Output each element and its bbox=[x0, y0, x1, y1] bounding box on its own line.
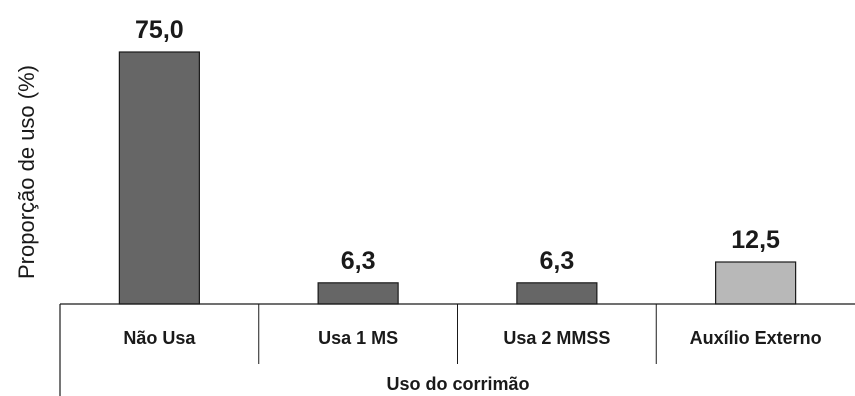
data-label-4: 12,5 bbox=[731, 226, 780, 254]
data-label-3: 6,3 bbox=[539, 247, 574, 275]
bar-2 bbox=[317, 282, 399, 305]
category-label-2: Usa 1 MS bbox=[318, 328, 398, 348]
value-labels-group: 75,0 6,3 6,3 12,5 bbox=[135, 16, 780, 275]
category-labels-group: Não Usa Usa 1 MS Usa 2 MMSS Auxílio Externo bbox=[123, 328, 821, 348]
bar-3 bbox=[516, 282, 598, 305]
y-axis-title: Proporção de uso (%) bbox=[14, 65, 39, 279]
axes-group bbox=[59, 303, 855, 396]
bar-4 bbox=[715, 261, 797, 305]
data-label-1: 75,0 bbox=[135, 16, 184, 44]
category-label-3: Usa 2 MMSS bbox=[503, 328, 610, 348]
bars-group bbox=[118, 51, 797, 305]
category-label-1: Não Usa bbox=[123, 328, 196, 348]
x-axis-title: Uso do corrimão bbox=[386, 374, 529, 394]
data-label-2: 6,3 bbox=[341, 247, 376, 275]
category-label-4: Auxílio Externo bbox=[690, 328, 822, 348]
bar-1 bbox=[118, 51, 200, 305]
